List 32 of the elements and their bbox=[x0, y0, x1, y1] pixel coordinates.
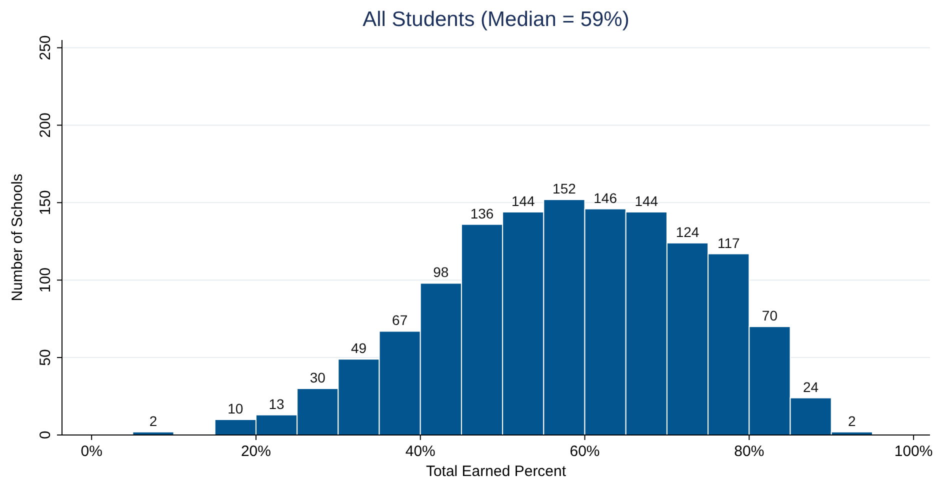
data-label: 70 bbox=[762, 308, 778, 324]
data-label: 124 bbox=[676, 224, 700, 240]
x-tick-label: 80% bbox=[734, 443, 764, 460]
data-label: 67 bbox=[392, 312, 408, 328]
data-label: 146 bbox=[594, 190, 618, 206]
y-axis-title: Number of Schools bbox=[9, 174, 26, 302]
y-tick-label: 250 bbox=[37, 35, 54, 60]
x-tick-label: 20% bbox=[240, 443, 271, 460]
data-label: 136 bbox=[470, 205, 494, 222]
data-label: 117 bbox=[717, 234, 740, 251]
y-tick-label: 150 bbox=[37, 190, 54, 216]
data-label: 10 bbox=[228, 400, 244, 417]
data-label: 144 bbox=[511, 192, 536, 209]
data-label: 98 bbox=[433, 264, 449, 280]
data-label: 144 bbox=[634, 192, 658, 209]
data-label: 24 bbox=[803, 378, 819, 395]
data-label: 2 bbox=[149, 412, 158, 429]
y-tick-label: 0 bbox=[37, 430, 54, 440]
data-label: 13 bbox=[268, 396, 285, 412]
x-tick-label: 100% bbox=[894, 443, 933, 460]
data-label: 49 bbox=[350, 340, 367, 356]
y-tick-label: 200 bbox=[37, 112, 54, 138]
y-tick-label: 100 bbox=[37, 268, 54, 293]
x-tick-label: 0% bbox=[80, 443, 102, 460]
x-tick-label: 60% bbox=[570, 443, 600, 460]
x-tick-label: 40% bbox=[405, 443, 436, 460]
chart-title: All Students (Median = 59%) bbox=[362, 8, 630, 31]
data-label: 2 bbox=[848, 412, 856, 429]
data-label: 152 bbox=[552, 180, 576, 197]
y-tick-label: 50 bbox=[37, 349, 54, 366]
x-axis-title: Total Earned Percent bbox=[426, 463, 567, 480]
data-label: 30 bbox=[310, 370, 326, 386]
